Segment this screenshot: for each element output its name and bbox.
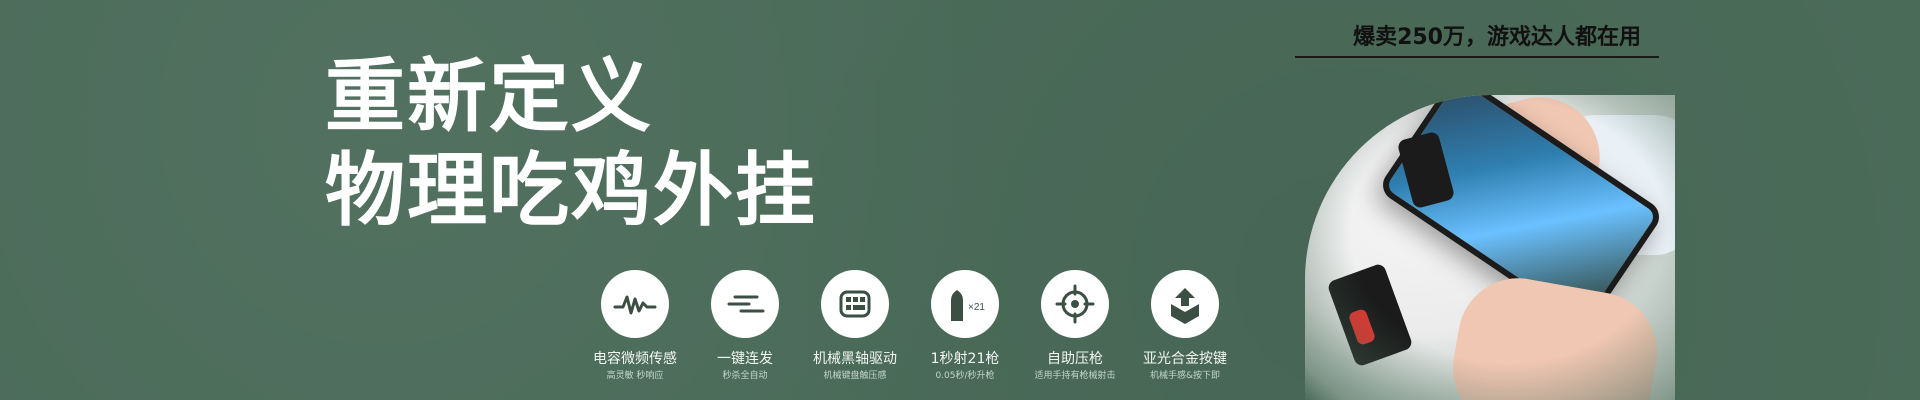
tagline: 爆卖250万，游戏达人都在用 [1295, 22, 1659, 58]
crosshair-icon [1041, 270, 1109, 338]
feature-title: 自助压枪 [1047, 351, 1103, 367]
bullet-icon: ×21 [931, 270, 999, 338]
feature-list: 电容微频传感 高灵敏 秒响应 一键连发 秒杀全自动 [580, 270, 1230, 395]
feature-item: 电容微频传感 高灵敏 秒响应 [580, 270, 690, 382]
feature-subtitle: 秒杀全自动 [722, 371, 768, 381]
headline: 重新定义 物理吃鸡外挂 [325, 50, 817, 238]
feature-title: 电容微频传感 [593, 351, 677, 367]
feature-title: 一键连发 [717, 351, 773, 367]
feature-item: ×21 1秒射21枪 0.05秒/秒升枪 [910, 270, 1020, 382]
headline-line-1: 重新定义 [325, 50, 653, 143]
upload-box-icon [1151, 270, 1219, 338]
feature-subtitle: 机械手感&按下即 [1149, 371, 1221, 381]
crosshair-icon-svg [1055, 284, 1095, 324]
upload-box-icon-svg [1171, 288, 1199, 324]
mechanical-key-icon-svg [839, 290, 871, 318]
feature-item: 自助压枪 适用手持有枪械射击 [1020, 270, 1130, 382]
feature-subtitle: 适用手持有枪械射击 [1034, 371, 1116, 381]
feature-subtitle: 机械键盘触压感 [823, 371, 887, 381]
product-photo [1305, 95, 1675, 400]
feature-subtitle: 0.05秒/秒升枪 [935, 371, 995, 381]
feature-item: 一键连发 秒杀全自动 [690, 270, 800, 382]
waveform-icon-svg [613, 295, 657, 315]
waveform-icon [601, 270, 669, 338]
feature-subtitle: 高灵敏 秒响应 [606, 371, 664, 381]
feature-item: 亚光合金按键 机械手感&按下即 [1130, 270, 1240, 382]
headline-line-2: 物理吃鸡外挂 [325, 144, 817, 237]
link-lines-icon-svg [727, 295, 765, 313]
feature-title: 机械黑轴驱动 [813, 351, 897, 367]
bullet-icon-svg: ×21 [951, 290, 985, 321]
bullet-multiplier-text: ×21 [968, 302, 985, 313]
tagline-text: 爆卖250万，游戏达人都在用 [1353, 25, 1641, 50]
feature-title: 1秒射21枪 [930, 351, 1000, 367]
feature-item: 机械黑轴驱动 机械键盘触压感 [800, 270, 910, 382]
mechanical-key-icon [821, 270, 889, 338]
link-lines-icon [711, 270, 779, 338]
feature-title: 亚光合金按键 [1143, 351, 1227, 367]
photo-vignette [1305, 95, 1675, 400]
